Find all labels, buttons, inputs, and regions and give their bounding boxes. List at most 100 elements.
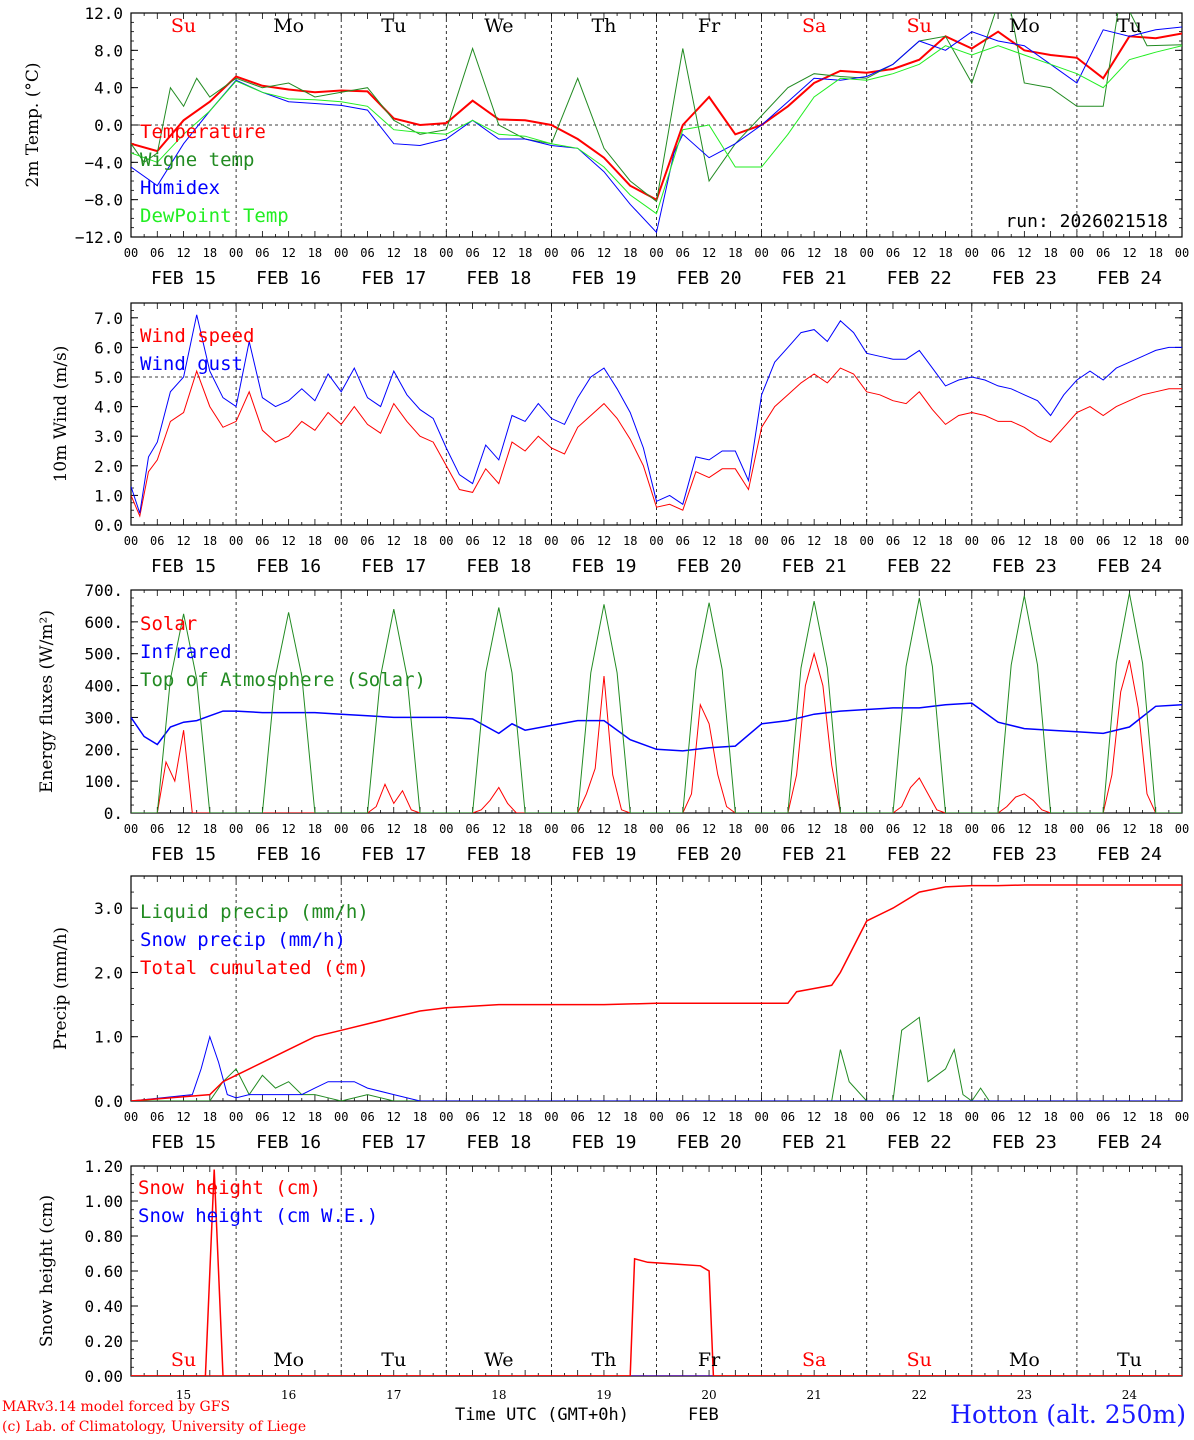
x-hour-label: 12 xyxy=(1017,822,1031,836)
y-tick-label: 400. xyxy=(84,677,123,696)
x-hour-label: 00 xyxy=(124,246,138,260)
weekday-label-bottom: Tu xyxy=(1117,1349,1142,1371)
x-hour-label: 00 xyxy=(965,822,979,836)
weekday-label-top: We xyxy=(484,15,513,37)
x-hour-label: 12 xyxy=(1122,246,1136,260)
x-hour-label: 06 xyxy=(676,534,690,548)
x-hour-label: 00 xyxy=(859,246,873,260)
x-hour-label: 00 xyxy=(1070,822,1084,836)
x-hour-label: 06 xyxy=(150,246,164,260)
x-hour-label: 18 xyxy=(1043,822,1057,836)
x-hour-label: 12 xyxy=(702,534,716,548)
x-hour-label: 18 xyxy=(413,822,427,836)
x-hour-label: 18 xyxy=(728,1110,742,1124)
x-hour-label: 18 xyxy=(728,822,742,836)
x-date-label: FEB 15 xyxy=(151,268,216,289)
x-date-label: FEB 15 xyxy=(151,1132,216,1153)
x-date-label: FEB 19 xyxy=(571,556,636,577)
x-hour-label: 06 xyxy=(781,246,795,260)
x-hour-label: 18 xyxy=(203,246,217,260)
x-hour-label: 00 xyxy=(229,534,243,548)
legend-entry: Temperature xyxy=(140,121,266,143)
x-hour-label: 18 xyxy=(623,1110,637,1124)
x-hour-label: 12 xyxy=(281,534,295,548)
x-hour-label: 06 xyxy=(570,246,584,260)
x-hour-label: 00 xyxy=(1175,534,1189,548)
x-hour-label: 00 xyxy=(544,1110,558,1124)
run-label: run: 2026021518 xyxy=(1005,211,1168,232)
x-date-label: FEB 24 xyxy=(1097,1132,1162,1153)
legend-entry: Wind gust xyxy=(140,353,243,375)
weekday-label-top: Tu xyxy=(381,15,406,37)
y-tick-label: 0.00 xyxy=(84,1367,123,1386)
y-tick-label: 200. xyxy=(84,740,123,759)
series-line-snow-height-cm-2 xyxy=(131,1257,1182,1376)
x-hour-label: 12 xyxy=(176,246,190,260)
panel-3: 00 06 12 18 00 06 12 18 00 06 12 18 00 06 12 18 00 06 12 18… xyxy=(37,581,1189,865)
weekday-label-bottom: Mo xyxy=(273,1349,304,1371)
legend-entry: DewPoint Temp xyxy=(140,205,289,227)
y-tick-label: 0.0 xyxy=(94,1092,123,1111)
y-tick-label: 4.0 xyxy=(94,79,123,98)
x-date-label: FEB 19 xyxy=(571,844,636,865)
x-hour-label: 06 xyxy=(991,246,1005,260)
x-date-label: FEB 20 xyxy=(677,1132,742,1153)
x-date-label: FEB 18 xyxy=(466,844,531,865)
x-hour-label: 12 xyxy=(807,534,821,548)
legend-entry: Infrared xyxy=(140,641,232,663)
x-hour-label: 06 xyxy=(991,534,1005,548)
x-date-label: FEB 18 xyxy=(466,1132,531,1153)
x-hour-label: 06 xyxy=(465,246,479,260)
x-hour-label: 18 xyxy=(938,1110,952,1124)
x-hour-label: 18 xyxy=(1043,534,1057,548)
x-hour-label: 00 xyxy=(754,246,768,260)
x-hour-label: 18 xyxy=(623,822,637,836)
y-tick-label: 8.0 xyxy=(94,41,123,60)
x-hour-label: 18 xyxy=(938,822,952,836)
x-hour-label: 18 xyxy=(203,1110,217,1124)
x-hour-label: 18 xyxy=(833,1110,847,1124)
x-date-label: FEB 20 xyxy=(677,844,742,865)
x-hour-label: 18 xyxy=(938,534,952,548)
x-hour-label: 06 xyxy=(570,822,584,836)
x-date-label: FEB 19 xyxy=(571,268,636,289)
y-tick-label: 5.0 xyxy=(94,368,123,387)
x-date-label: FEB 21 xyxy=(782,844,847,865)
x-hour-label: 06 xyxy=(886,822,900,836)
x-hour-label: 00 xyxy=(124,534,138,548)
y-tick-label: −12.0 xyxy=(75,228,123,247)
weekday-label-bottom: Tu xyxy=(381,1349,406,1371)
y-axis-label: 10m Wind (m/s) xyxy=(51,346,71,483)
day-number-label: 21 xyxy=(807,1388,822,1402)
x-hour-label: 06 xyxy=(255,246,269,260)
x-hour-label: 18 xyxy=(1148,822,1162,836)
series-line-top-of-atmosphere-solar- xyxy=(131,593,1182,813)
x-hour-label: 12 xyxy=(176,1110,190,1124)
x-date-label: FEB 20 xyxy=(677,556,742,577)
x-hour-label: 12 xyxy=(176,822,190,836)
series-line-liquid-precip-mm-h- xyxy=(131,1016,1182,1101)
x-axis-label: Time UTC (GMT+0h) xyxy=(455,1405,629,1425)
x-hour-label: 18 xyxy=(518,246,532,260)
x-hour-label: 00 xyxy=(754,822,768,836)
x-hour-label: 06 xyxy=(676,822,690,836)
panel-4: 00 06 12 18 00 06 12 18 00 06 12 18 00 06 12 18 00 06 12 18… xyxy=(51,875,1189,1153)
weekday-label-top: Fr xyxy=(698,15,721,37)
y-tick-label: 600. xyxy=(84,613,123,632)
x-hour-label: 06 xyxy=(360,1110,374,1124)
x-hour-label: 00 xyxy=(965,534,979,548)
lab-credit: (c) Lab. of Climatology, University of L… xyxy=(2,1419,307,1435)
legend-entry: Wigne temp xyxy=(140,149,254,171)
x-hour-label: 18 xyxy=(518,822,532,836)
x-hour-label: 18 xyxy=(308,1110,322,1124)
legend-entry: Top of Atmosphere (Solar) xyxy=(140,669,426,691)
weekday-label-bottom: Fr xyxy=(698,1349,721,1371)
x-date-label: FEB 18 xyxy=(466,268,531,289)
x-hour-label: 18 xyxy=(308,822,322,836)
x-hour-label: 18 xyxy=(833,822,847,836)
x-hour-label: 06 xyxy=(991,822,1005,836)
x-hour-label: 00 xyxy=(439,822,453,836)
panel-2: 00 06 12 18 00 06 12 18 00 06 12 18 00 06 12 18 00 06 12 18… xyxy=(51,302,1189,577)
x-hour-label: 00 xyxy=(859,534,873,548)
